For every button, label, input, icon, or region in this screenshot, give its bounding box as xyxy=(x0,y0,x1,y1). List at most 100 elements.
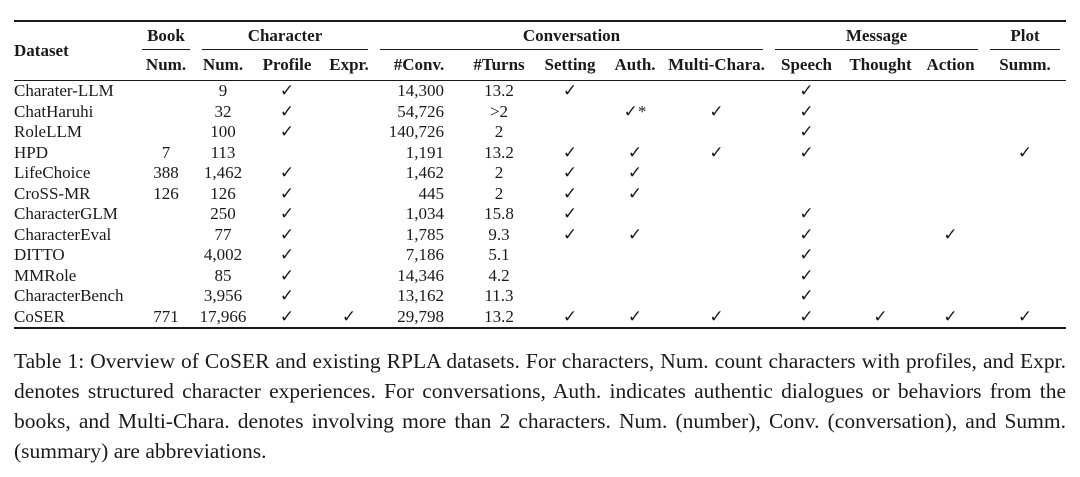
check-cell: ✓ xyxy=(562,224,578,244)
value-cell: 15.8 xyxy=(484,204,514,223)
value-cell: 250 xyxy=(210,204,236,223)
table-row: RoleLLM 100 ✓ 140,726 2 ✓ xyxy=(14,122,1066,143)
table-header: Dataset Book Character Conversation Mess… xyxy=(14,20,1067,81)
value-cell xyxy=(844,266,917,287)
value-cell xyxy=(917,81,984,102)
value-cell xyxy=(844,122,917,143)
value-cell xyxy=(917,102,984,123)
sub-header-profile: Profile xyxy=(250,50,324,81)
value-cell: 4,002 xyxy=(203,245,243,264)
value-cell xyxy=(136,286,196,307)
check-cell: ✓ xyxy=(627,142,643,162)
check-cell: ✓ xyxy=(709,142,724,162)
group-header-character: Character xyxy=(196,20,374,50)
check-cell: ✓ xyxy=(562,81,578,100)
dataset-name-cell: LifeChoice xyxy=(14,163,91,182)
value-cell: 113 xyxy=(210,142,236,162)
check-cell: ✓ xyxy=(279,245,295,264)
sub-header-book-num: Num. xyxy=(136,50,196,81)
value-cell: 7 xyxy=(161,142,171,162)
value-cell xyxy=(324,245,374,266)
check-cell: ✓ xyxy=(562,183,578,203)
value-cell xyxy=(844,204,917,225)
value-cell xyxy=(984,286,1066,307)
dataset-name-cell: RoleLLM xyxy=(14,122,82,141)
value-cell: 771 xyxy=(136,307,196,329)
value-cell: 2 xyxy=(494,183,504,203)
sub-header-summ: Summ. xyxy=(984,50,1067,81)
sub-header-auth: Auth. xyxy=(606,50,664,81)
table-body: Charater-LLM 9 ✓ 14,300 13.2 ✓ ✓ ChatHaruhi 32 ✓ 5… xyxy=(14,81,1067,329)
value-cell xyxy=(769,163,844,184)
value-cell: 1,462 xyxy=(405,163,444,182)
value-cell xyxy=(136,225,196,246)
check-cell: ✓ xyxy=(1017,142,1033,162)
check-cell: ✓ xyxy=(844,307,918,329)
dataset-name-cell: MMRole xyxy=(14,265,77,285)
value-cell: 1,191 xyxy=(405,142,444,162)
value-cell xyxy=(534,286,606,307)
table-row: CharacterEval 77 ✓ 1,785 9.3 ✓ ✓ ✓ ✓ xyxy=(14,225,1066,246)
value-cell xyxy=(984,184,1066,205)
dataset-name-cell: CoSER xyxy=(14,307,136,329)
value-cell xyxy=(664,184,769,205)
check-cell: ✓ xyxy=(627,183,643,203)
value-cell xyxy=(984,266,1066,287)
check-cell: ✓ xyxy=(709,101,724,121)
value-cell xyxy=(324,286,374,307)
check-cell: ✓ xyxy=(799,81,814,100)
value-cell xyxy=(844,184,917,205)
check-cell: ✓ xyxy=(279,286,295,305)
dataset-name-cell: CharacterGLM xyxy=(14,204,118,223)
value-cell: 32 xyxy=(214,101,232,121)
table-row: ChatHaruhi 32 ✓ 54,726 >2 ✓* ✓ ✓ xyxy=(14,102,1066,123)
value-cell xyxy=(664,204,769,225)
value-cell xyxy=(664,163,769,184)
value-cell xyxy=(136,122,196,143)
value-cell: 13.2 xyxy=(484,81,514,100)
value-cell xyxy=(984,204,1066,225)
check-cell: ✓ xyxy=(799,286,814,305)
value-cell xyxy=(984,122,1066,143)
table-row: CharacterGLM 250 ✓ 1,034 15.8 ✓ ✓ xyxy=(14,204,1066,225)
check-cell: ✓ xyxy=(562,204,578,223)
value-cell: 388 xyxy=(153,163,179,182)
table-caption: Table 1: Overview of CoSER and existing … xyxy=(14,349,1066,463)
value-cell: 445 xyxy=(418,183,445,203)
value-cell xyxy=(136,81,196,102)
value-cell: 54,726 xyxy=(397,101,444,121)
check-cell: ✓ xyxy=(984,307,1067,329)
value-cell xyxy=(664,245,769,266)
paper-page: Dataset Book Character Conversation Mess… xyxy=(14,20,1067,463)
value-cell xyxy=(664,286,769,307)
check-cell: ✓ xyxy=(799,204,814,223)
sub-header-expr: Expr. xyxy=(324,50,374,81)
check-cell: ✓ xyxy=(627,224,643,244)
check-cell: ✓ xyxy=(279,163,295,182)
value-cell xyxy=(324,122,374,143)
group-header-row: Dataset Book Character Conversation Mess… xyxy=(14,20,1067,81)
value-cell: 11.3 xyxy=(484,286,514,305)
table-row: DITTO 4,002 ✓ 7,186 5.1 ✓ xyxy=(14,245,1066,266)
datasets-table: Dataset Book Character Conversation Mess… xyxy=(14,20,1067,329)
value-cell xyxy=(844,81,917,102)
check-cell: ✓ xyxy=(279,183,295,203)
value-cell xyxy=(606,245,664,266)
value-cell: 17,966 xyxy=(196,307,250,329)
value-cell: 13,162 xyxy=(397,286,444,305)
dataset-name-cell: CharacterBench xyxy=(14,286,124,305)
dataset-name-cell: ChatHaruhi xyxy=(14,101,94,121)
check-cell: ✓ xyxy=(279,265,295,285)
value-cell xyxy=(917,163,984,184)
value-cell xyxy=(664,225,769,246)
sub-header-action: Action xyxy=(917,50,985,81)
check-cell: ✓ xyxy=(279,224,295,244)
value-cell xyxy=(984,163,1066,184)
value-cell xyxy=(606,81,664,102)
check-cell: ✓ xyxy=(799,122,814,141)
value-cell xyxy=(984,225,1066,246)
value-cell xyxy=(769,184,844,205)
check-cell: ✓ xyxy=(279,81,295,100)
check-cell: ✓ xyxy=(279,101,295,121)
value-cell: 126 xyxy=(153,183,179,203)
